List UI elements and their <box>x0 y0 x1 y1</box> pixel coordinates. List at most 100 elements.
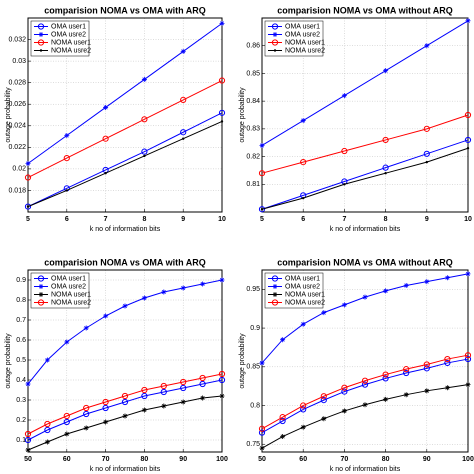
marker <box>341 302 347 308</box>
marker <box>63 412 70 420</box>
marker <box>121 398 129 406</box>
marker <box>361 377 369 384</box>
marker <box>25 381 31 387</box>
x-tick-label: 9 <box>425 216 429 223</box>
legend-marker <box>271 275 279 282</box>
y-tick-label: 0.032 <box>8 36 26 43</box>
subplot: 0.1 0.2 0.3 0.4 0.5 0.6 0.7 0.8 0.9 50 60 70 80 90 100… <box>5 257 228 472</box>
x-tick-label: 10 <box>464 216 472 223</box>
marker <box>199 374 206 382</box>
legend-label: OMA user1 <box>51 23 86 30</box>
series-line <box>261 384 469 449</box>
marker <box>102 135 109 142</box>
marker <box>24 203 32 210</box>
marker <box>464 111 472 119</box>
marker <box>161 403 167 409</box>
marker <box>279 414 286 421</box>
x-tick-label: 60 <box>299 456 307 463</box>
marker <box>362 402 368 408</box>
legend-label: NOMA usre2 <box>51 47 91 54</box>
marker <box>444 355 451 363</box>
marker <box>320 393 327 400</box>
marker <box>341 384 348 391</box>
marker <box>121 392 129 400</box>
marker <box>218 370 226 378</box>
y-tick-label: 0.9 <box>16 277 26 284</box>
x-axis-label: k no of information bits <box>90 466 161 473</box>
y-axis-label: outage probability <box>5 333 12 389</box>
marker <box>259 445 265 451</box>
marker <box>424 279 430 285</box>
legend-label: NOMA usre2 <box>285 299 325 306</box>
x-tick-label: 7 <box>342 216 346 223</box>
marker <box>180 48 186 54</box>
legend-label: NOMA user1 <box>51 291 91 298</box>
legend-marker <box>38 284 44 289</box>
marker <box>180 399 186 405</box>
x-axis-label: k no of information bits <box>330 466 401 473</box>
marker <box>464 352 472 359</box>
series-line <box>27 112 223 208</box>
marker <box>64 431 70 437</box>
marker <box>424 388 430 394</box>
x-tick-label: 5 <box>26 216 30 223</box>
marker <box>64 132 70 138</box>
marker <box>44 357 50 363</box>
marker <box>300 424 306 430</box>
series-line <box>27 80 223 178</box>
legend-label: OMA usre2 <box>51 283 86 290</box>
marker <box>180 378 187 386</box>
y-tick-label: 0.018 <box>8 187 26 194</box>
y-tick-label: 0.75 <box>246 441 260 448</box>
marker <box>279 417 286 425</box>
y-tick-label: 0.024 <box>8 123 26 130</box>
marker <box>141 116 148 123</box>
marker <box>44 426 51 434</box>
marker <box>143 154 146 158</box>
marker <box>180 96 187 104</box>
plot-frame <box>27 269 223 453</box>
y-tick-label: 0.5 <box>16 357 26 364</box>
series-line <box>27 22 223 164</box>
marker <box>104 172 107 175</box>
marker <box>259 360 265 366</box>
marker <box>425 160 428 164</box>
y-tick-label: 0.7 <box>16 317 26 324</box>
marker <box>44 439 50 445</box>
y-tick-label: 0.1 <box>16 437 26 444</box>
legend-label: NOMA user1 <box>285 39 325 46</box>
marker <box>259 142 265 148</box>
marker <box>258 206 266 213</box>
x-tick-label: 80 <box>382 456 390 463</box>
marker <box>24 174 32 181</box>
x-tick-label: 100 <box>216 456 228 463</box>
marker <box>44 420 51 428</box>
marker <box>141 407 147 413</box>
marker <box>141 295 147 301</box>
marker <box>219 277 225 283</box>
marker <box>160 388 167 396</box>
marker <box>160 382 167 390</box>
legend-marker <box>272 32 278 37</box>
series-line <box>27 379 223 441</box>
y-tick-label: 0.03 <box>12 58 26 65</box>
legend-label: NOMA user1 <box>285 291 325 298</box>
x-axis-label: k no of information bits <box>90 226 161 233</box>
marker <box>25 447 31 453</box>
marker <box>141 148 148 155</box>
marker <box>341 93 347 99</box>
marker <box>141 76 147 82</box>
legend-label: NOMA usre2 <box>51 299 91 306</box>
marker <box>220 120 224 123</box>
x-tick-label: 90 <box>179 456 187 463</box>
marker <box>26 205 30 208</box>
marker <box>300 406 307 413</box>
x-tick-label: 50 <box>258 456 266 463</box>
marker <box>280 434 286 440</box>
marker <box>141 386 148 394</box>
marker <box>64 339 70 345</box>
marker <box>300 402 307 409</box>
marker <box>182 137 185 140</box>
subplot: 0.018 0.02 0.022 0.024 0.026 0.028 0.03 0.032 5 6… <box>5 5 226 232</box>
